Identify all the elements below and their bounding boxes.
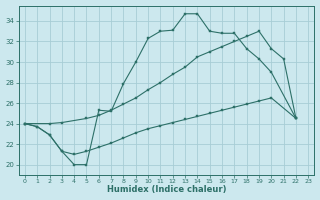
X-axis label: Humidex (Indice chaleur): Humidex (Indice chaleur) (107, 185, 226, 194)
